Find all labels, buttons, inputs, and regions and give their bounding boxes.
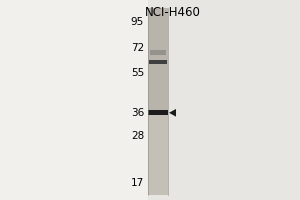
Text: 36: 36 <box>131 108 144 118</box>
Bar <box>0 0 148 200</box>
Text: 95: 95 <box>131 17 144 27</box>
Bar <box>148 110 168 115</box>
Text: 28: 28 <box>131 131 144 141</box>
Polygon shape <box>169 109 176 117</box>
Bar <box>148 0 300 200</box>
Text: 55: 55 <box>131 68 144 78</box>
Text: 17: 17 <box>131 178 144 188</box>
Text: 72: 72 <box>131 43 144 53</box>
Bar <box>148 8 168 195</box>
Bar <box>148 111 168 195</box>
Bar <box>149 60 167 64</box>
Bar <box>150 50 166 55</box>
Text: NCI-H460: NCI-H460 <box>145 6 201 19</box>
